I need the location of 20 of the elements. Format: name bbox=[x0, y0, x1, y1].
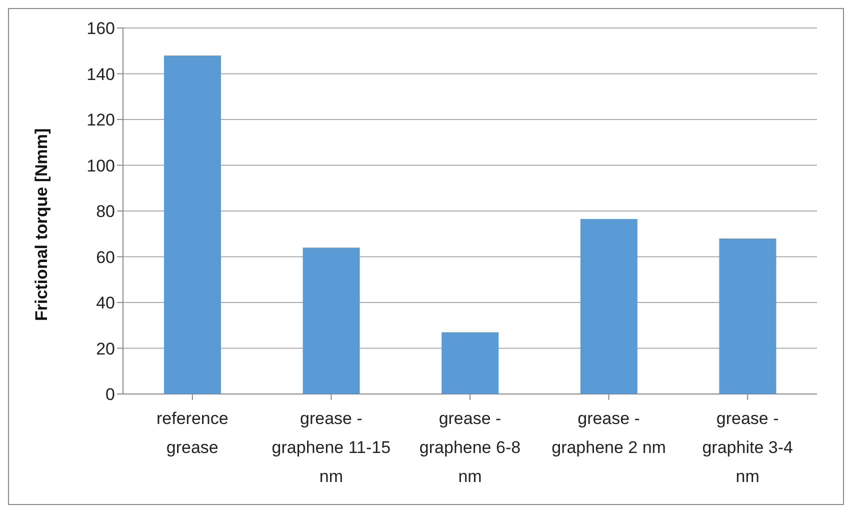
x-tick-label: grease - graphite 3-4 nm bbox=[702, 409, 793, 486]
y-tick-label: 20 bbox=[96, 339, 115, 358]
y-tick-label: 60 bbox=[96, 248, 115, 267]
x-tick-label: grease - graphene 2 nm bbox=[552, 409, 666, 457]
y-tick-label: 100 bbox=[86, 156, 115, 176]
y-tick-label: 40 bbox=[96, 294, 115, 313]
bar bbox=[302, 248, 360, 394]
bar bbox=[164, 55, 221, 394]
bar bbox=[580, 219, 638, 394]
x-tick-label: grease - graphene 6-8 nm bbox=[419, 409, 521, 486]
y-axis-title: Frictional torque [Nmm] bbox=[32, 128, 52, 321]
y-tick-label: 140 bbox=[86, 64, 115, 84]
bar bbox=[442, 332, 499, 394]
y-tick-label: 0 bbox=[106, 385, 115, 404]
y-tick-label: 160 bbox=[86, 19, 115, 38]
x-tick-label: reference grease bbox=[156, 409, 228, 457]
y-tick-label: 80 bbox=[96, 202, 115, 222]
bar bbox=[719, 238, 776, 394]
x-tick-label: grease - graphene 11-15 nm bbox=[272, 409, 391, 486]
y-tick-label: 120 bbox=[86, 110, 115, 130]
